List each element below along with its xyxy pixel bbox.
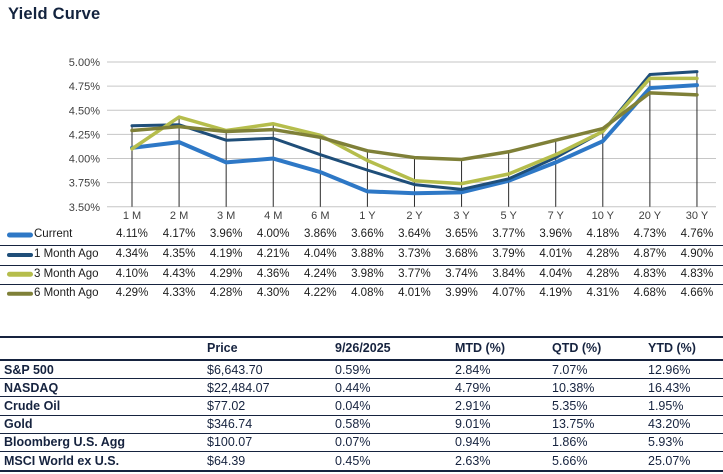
row-value: 5.66% xyxy=(552,453,588,468)
row-value: $100.07 xyxy=(207,435,253,450)
row-value: 13.75% xyxy=(552,417,595,432)
table-header-row: Price 9/26/2025 MTD (%) QTD (%) YTD (%) xyxy=(0,338,723,358)
row-value: 0.94% xyxy=(455,435,491,450)
row-value: 10.38% xyxy=(552,380,595,395)
row-value: $346.74 xyxy=(207,417,253,432)
table-top-border xyxy=(0,335,723,338)
row-label: S&P 500 xyxy=(4,362,54,377)
series-line-current xyxy=(130,83,699,196)
row-value: 43.20% xyxy=(648,417,691,432)
column-header-price: Price xyxy=(207,341,238,355)
x-axis-tick-label: 30 Y xyxy=(686,210,709,222)
row-value: 9.01% xyxy=(455,417,491,432)
table-row-s-p-500: S&P 500 $6,643.70 0.59% 2.84% 7.07% 12.96% xyxy=(0,361,723,379)
table-row-crude-oil: Crude Oil $77.02 0.04% 2.91% 5.35% 1.95% xyxy=(0,397,723,415)
y-axis-tick-label: 4.00% xyxy=(69,154,100,166)
row-value: 1.86% xyxy=(552,435,588,450)
row-label: Crude Oil xyxy=(4,398,61,413)
row-value: $6,643.70 xyxy=(207,362,263,377)
row-value: 4.79% xyxy=(455,380,491,395)
x-axis-tick-label: 1 M xyxy=(123,210,141,222)
table-row-separator xyxy=(0,414,723,416)
x-axis-tick-label: 4 M xyxy=(264,210,282,222)
column-header-date: 9/26/2025 xyxy=(335,341,391,355)
series-line-6-month-ago xyxy=(130,91,699,162)
header-separator xyxy=(0,358,723,361)
row-value: 12.96% xyxy=(648,362,691,377)
x-axis-tick-label: 6 M xyxy=(311,210,329,222)
y-axis-tick-label: 4.25% xyxy=(69,129,100,141)
row-value: $77.02 xyxy=(207,398,246,413)
x-axis-tick-label: 3 M xyxy=(217,210,235,222)
row-value: 7.07% xyxy=(552,362,588,377)
y-axis-tick-label: 5.00% xyxy=(69,57,100,69)
table-row-nasdaq: NASDAQ $22,484.07 0.44% 4.79% 10.38% 16.43% xyxy=(0,379,723,397)
table-row-separator xyxy=(0,378,723,380)
table-row-gold: Gold $346.74 0.58% 9.01% 13.75% 43.20% xyxy=(0,415,723,433)
row-label: Bloomberg U.S. Agg xyxy=(4,435,126,450)
row-value: 0.07% xyxy=(335,435,371,450)
yield-curve-chart: 3.50% 3.75% 4.00% 4.25% 4.50% 4.75% 5.00% 1 M 2 … xyxy=(69,57,716,222)
column-header-ytd: YTD (%) xyxy=(648,341,696,355)
column-header-mtd: MTD (%) xyxy=(455,341,505,355)
row-value: 1.95% xyxy=(648,398,684,413)
row-value: 0.45% xyxy=(335,453,371,468)
x-axis-tick-label: 2 M xyxy=(170,210,188,222)
row-value: $22,484.07 xyxy=(207,380,270,395)
table-row-separator xyxy=(0,451,723,452)
x-axis-tick-label: 20 Y xyxy=(639,210,662,222)
row-value: 0.44% xyxy=(335,380,371,395)
table-row-separator xyxy=(0,396,723,398)
row-value: $64.39 xyxy=(207,453,246,468)
row-value: 5.35% xyxy=(552,398,588,413)
y-axis-tick-label: 3.75% xyxy=(69,178,100,190)
y-axis-tick-label: 4.75% xyxy=(69,81,100,93)
row-value: 2.63% xyxy=(455,453,491,468)
row-value: 16.43% xyxy=(648,380,691,395)
row-label: MSCI World ex U.S. xyxy=(4,453,120,468)
page-title: Yield Curve xyxy=(8,5,101,23)
x-axis-tick-label: 1 Y xyxy=(359,210,376,222)
row-value: 0.04% xyxy=(335,398,371,413)
row-value: 0.58% xyxy=(335,417,371,432)
table-row-msci-world-ex-u-s-: MSCI World ex U.S. $64.39 0.45% 2.63% 5.66% 2… xyxy=(0,452,723,470)
x-axis-tick-label: 5 Y xyxy=(500,210,517,222)
row-value: 5.93% xyxy=(648,435,684,450)
table-bottom-border xyxy=(0,469,723,473)
row-label: Gold xyxy=(4,417,33,432)
row-value: 2.84% xyxy=(455,362,491,377)
x-axis-tick-label: 2 Y xyxy=(406,210,423,222)
table-row-separator xyxy=(0,432,723,434)
column-header-qtd: QTD (%) xyxy=(552,341,602,355)
row-value: 0.59% xyxy=(335,362,371,377)
row-label: NASDAQ xyxy=(4,380,59,395)
x-axis-tick-label: 3 Y xyxy=(453,210,470,222)
y-axis-tick-label: 3.50% xyxy=(69,202,100,214)
row-value: 25.07% xyxy=(648,453,691,468)
table-row-bloomberg-u-s-agg: Bloomberg U.S. Agg $100.07 0.07% 0.94% 1.86%… xyxy=(0,433,723,451)
x-axis-tick-label: 7 Y xyxy=(548,210,565,222)
row-value: 2.91% xyxy=(455,398,491,413)
y-axis-tick-label: 4.50% xyxy=(69,105,100,117)
x-axis-tick-label: 10 Y xyxy=(592,210,615,222)
